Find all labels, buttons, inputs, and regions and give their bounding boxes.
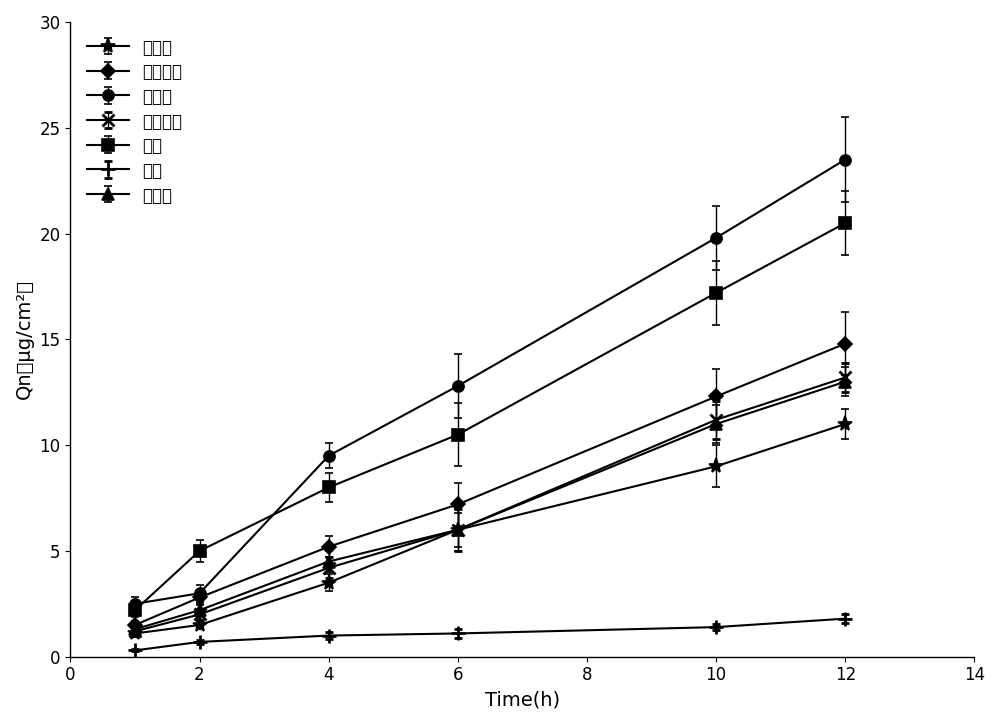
X-axis label: Time(h): Time(h) [485, 690, 560, 709]
Y-axis label: Qn（μg/cm²）: Qn（μg/cm²） [15, 279, 34, 400]
Legend: 鳄梨油, 乳木果油, 桡叶油, 荷荷巴油, 氮醐, 空白, 杏仁油: 鳄梨油, 乳木果油, 桡叶油, 荷荷巴油, 氮醐, 空白, 杏仁油 [79, 30, 190, 213]
